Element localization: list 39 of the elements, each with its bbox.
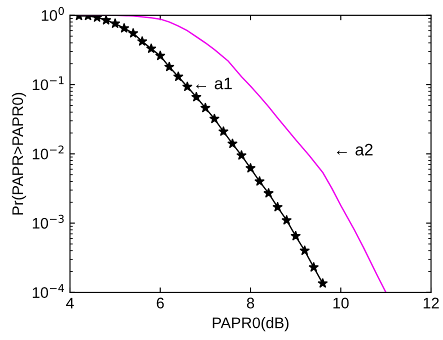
point bbox=[209, 113, 220, 124]
x-tick-label: 8 bbox=[246, 298, 254, 308]
y-tick-label: 10$^{−4}$ bbox=[32, 284, 64, 298]
point bbox=[318, 278, 328, 288]
point bbox=[173, 71, 184, 82]
point bbox=[299, 245, 310, 256]
point bbox=[100, 15, 112, 25]
x-tick-label: 12 bbox=[424, 298, 439, 308]
point bbox=[254, 176, 265, 186]
y-tick-label: 10$^{0}$ bbox=[42, 6, 64, 21]
y-axis-title: Pr(PAPR>PAPR0) bbox=[12, 92, 26, 215]
point bbox=[155, 50, 166, 60]
point bbox=[236, 150, 247, 160]
x-tick-label: 6 bbox=[156, 298, 164, 308]
x-axis-title: PAPR0(dB) bbox=[212, 317, 288, 332]
point bbox=[146, 43, 156, 54]
point bbox=[281, 214, 292, 225]
point bbox=[218, 126, 229, 136]
point bbox=[200, 102, 211, 112]
point bbox=[290, 230, 301, 241]
point bbox=[272, 202, 283, 212]
y-tick-label: 10$^{−1}$ bbox=[32, 76, 64, 90]
annotation: ← a1 bbox=[196, 78, 232, 90]
point bbox=[263, 188, 274, 198]
x-tick-label: 10 bbox=[333, 298, 349, 308]
point bbox=[137, 36, 148, 46]
point bbox=[118, 22, 130, 33]
annotation: ← a2 bbox=[336, 144, 373, 156]
point bbox=[164, 61, 174, 72]
point bbox=[182, 81, 193, 92]
point bbox=[245, 162, 256, 173]
point bbox=[191, 92, 202, 102]
point bbox=[128, 28, 138, 38]
point bbox=[227, 138, 238, 148]
point bbox=[110, 18, 120, 28]
x-tick-label: 4 bbox=[66, 298, 74, 308]
y-tick-label: 10$^{−3}$ bbox=[32, 214, 64, 229]
point bbox=[308, 262, 319, 272]
y-tick-label: 10$^{−2}$ bbox=[32, 145, 64, 160]
